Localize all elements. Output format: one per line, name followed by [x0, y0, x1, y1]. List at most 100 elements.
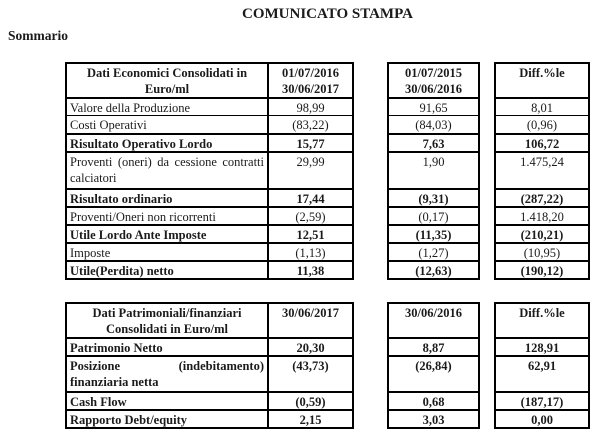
table-row: 1.475,24: [496, 151, 588, 188]
table-row: Utile Lordo Ante Imposte 12,51: [67, 224, 352, 242]
table-row: (26,84): [389, 355, 478, 391]
row-value-period2: (84,03): [415, 118, 452, 132]
row-value-period1: 29,99: [296, 155, 325, 169]
table-row: (0,17): [389, 206, 478, 224]
row-value-period2: 0,68: [422, 395, 445, 409]
row-value-period2: (9,31): [418, 192, 449, 206]
table-row: (10,95): [496, 242, 588, 260]
table-row: (210,21): [496, 224, 588, 242]
header-label-line2: Consolidati in Euro/ml: [105, 322, 229, 336]
economic-table-diff-column: Diff.%le 8,01 (0,96) 106,72 1.475,24 (28…: [494, 62, 590, 280]
table-row: (187,17): [496, 391, 588, 409]
financial-table: Dati Patrimoniali/finanziari Consolidati…: [65, 302, 590, 429]
table-row: Risultato Operativo Lordo 15,77: [67, 133, 352, 151]
table-row: Posizione (indebitamento) finanziaria ne…: [67, 355, 352, 391]
header-period1-line2: 30/06/2017: [282, 82, 339, 96]
table-row: 8,01: [496, 97, 588, 115]
row-label: Risultato Operativo Lordo: [67, 135, 269, 151]
table-header-row: Diff.%le: [496, 64, 588, 97]
row-value-period2: (12,63): [415, 264, 452, 278]
header-cell-diff: Diff.%le: [519, 306, 565, 320]
table-header-row: Diff.%le: [496, 304, 588, 337]
table-row: Risultato ordinario 17,44: [67, 188, 352, 206]
row-value-period1: 98,99: [296, 101, 325, 115]
row-value-diff: 62,91: [527, 359, 557, 373]
header-cell-label: Dati Patrimoniali/finanziari Consolidati…: [67, 304, 269, 337]
row-label: Utile Lordo Ante Imposte: [67, 226, 269, 242]
row-value-period1: (2,59): [295, 210, 326, 224]
table-row: Valore della Produzione 98,99: [67, 97, 352, 115]
row-label: Cash Flow: [67, 393, 269, 409]
row-value-diff: 1.418,20: [520, 210, 564, 224]
row-value-diff: (187,17): [520, 395, 564, 409]
row-value-diff: 0,00: [531, 413, 553, 427]
financial-table-diff-column: Diff.%le 128,91 62,91 (187,17) 0,00: [494, 302, 590, 429]
row-value-period1: 2,15: [299, 413, 322, 427]
row-value-period2: 91,65: [419, 101, 448, 115]
table-row: (287,22): [496, 188, 588, 206]
row-value-period2: 1,90: [422, 155, 445, 169]
row-value-period2: 7,63: [422, 137, 445, 151]
row-label: Valore della Produzione: [67, 99, 269, 115]
table-row: 0,68: [389, 391, 478, 409]
row-value-period1: (1,13): [295, 246, 326, 260]
row-label: Proventi (oneri) da cessione contratti c…: [67, 153, 269, 188]
header-cell-period1: 30/06/2017: [282, 306, 339, 320]
row-label: Rapporto Debt/equity: [67, 411, 269, 427]
table-row: Proventi/Oneri non ricorrenti (2,59): [67, 206, 352, 224]
table-row: 3,03: [389, 409, 478, 427]
row-value-period1: (0,59): [295, 395, 326, 409]
table-row: 0,00: [496, 409, 588, 427]
row-value-diff: 1.475,24: [520, 155, 564, 169]
table-row: 1,90: [389, 151, 478, 188]
header-period1-line1: 01/07/2016: [282, 66, 339, 80]
row-value-diff: 128,91: [524, 341, 560, 355]
table-row: Proventi (oneri) da cessione contratti c…: [67, 151, 352, 188]
row-value-period1: 12,51: [296, 228, 325, 242]
row-value-diff: (10,95): [523, 246, 561, 260]
economic-table-fy2016-column: 01/07/2015 30/06/2016 91,65 (84,03) 7,63…: [387, 62, 480, 280]
header-period2-line2: 30/06/2016: [405, 82, 462, 96]
row-label: Risultato ordinario: [67, 190, 269, 206]
table-row: 1.418,20: [496, 206, 588, 224]
row-label: Imposte: [67, 244, 269, 260]
row-value-period1: 20,30: [296, 341, 325, 355]
table-row: Imposte (1,13): [67, 242, 352, 260]
row-value-period1: 11,38: [296, 264, 325, 278]
table-row: 91,65: [389, 97, 478, 115]
table-row: (11,35): [389, 224, 478, 242]
table-row: (84,03): [389, 115, 478, 133]
row-label: Patrimonio Netto: [67, 339, 269, 355]
economic-table: Dati Economici Consolidati in Euro/ml 01…: [65, 62, 590, 280]
table-header-row: 01/07/2015 30/06/2016: [389, 64, 478, 97]
row-value-period1: 17,44: [296, 192, 325, 206]
header-label-line1: Dati Patrimoniali/finanziari: [92, 306, 242, 320]
header-cell-diff: Diff.%le: [519, 66, 565, 80]
table-row: 62,91: [496, 355, 588, 391]
header-cell-period2: 01/07/2015 30/06/2016: [389, 64, 478, 97]
table-row: 128,91: [496, 337, 588, 355]
section-heading: Sommario: [8, 28, 68, 43]
header-label-line2: Euro/ml: [144, 82, 190, 96]
table-header-row: Dati Patrimoniali/finanziari Consolidati…: [67, 304, 352, 337]
row-value-period2: 8,87: [422, 341, 445, 355]
row-value-period2: (0,17): [418, 210, 449, 224]
table-row: Costi Operativi (83,22): [67, 115, 352, 133]
table-row: 7,63: [389, 133, 478, 151]
row-value-diff: 8,01: [531, 101, 553, 115]
row-label: Proventi/Oneri non ricorrenti: [67, 208, 269, 224]
header-period2-line1: 01/07/2015: [405, 66, 462, 80]
financial-table-label-and-2017-column: Dati Patrimoniali/finanziari Consolidati…: [65, 302, 354, 429]
header-cell-period2: 30/06/2016: [405, 306, 462, 320]
row-label: Utile(Perdita) netto: [67, 262, 269, 278]
header-label-line1: Dati Economici Consolidati in: [86, 66, 248, 80]
row-value-period2: 3,03: [422, 413, 445, 427]
table-row: Cash Flow (0,59): [67, 391, 352, 409]
row-value-diff: (210,21): [520, 228, 564, 242]
table-row: Utile(Perdita) netto 11,38: [67, 260, 352, 278]
row-value-diff: (190,12): [520, 264, 564, 278]
table-row: (1,27): [389, 242, 478, 260]
table-row: (0,96): [496, 115, 588, 133]
table-row: 106,72: [496, 133, 588, 151]
table-row: (12,63): [389, 260, 478, 278]
